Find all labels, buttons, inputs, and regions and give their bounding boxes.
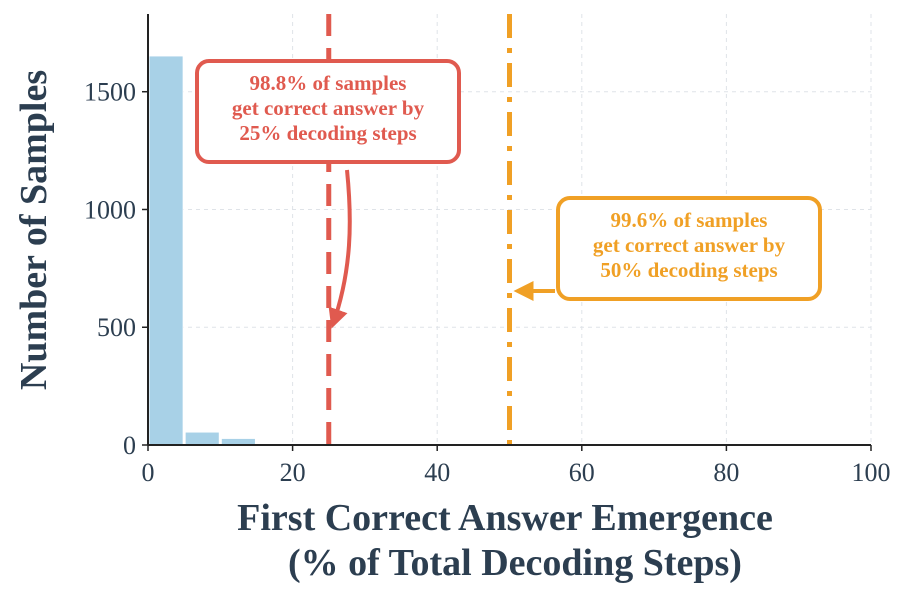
x-tick-label: 60: [569, 458, 595, 487]
annotation-text-line: 99.6% of samples: [611, 208, 768, 232]
x-tick-label: 80: [713, 458, 739, 487]
annotation-text-line: 50% decoding steps: [600, 258, 777, 282]
x-tick-label: 0: [142, 458, 155, 487]
annotation-arrow: [328, 169, 352, 329]
histogram-bar: [148, 55, 184, 446]
x-axis-title: First Correct Answer Emergence: [237, 497, 773, 539]
x-tick-label: 20: [280, 458, 306, 487]
x-axis-title-line2: (% of Total Decoding Steps): [288, 542, 742, 584]
y-tick-label: 0: [123, 431, 136, 460]
x-tick-label: 100: [852, 458, 891, 487]
x-tick-label: 40: [424, 458, 450, 487]
annotation-text-line: 98.8% of samples: [250, 71, 407, 95]
histogram-bar: [184, 431, 220, 446]
histogram-bars: [148, 55, 256, 446]
annotation-text-line: get correct answer by: [232, 96, 425, 120]
annotation-box: [556, 196, 822, 301]
y-tick-label: 1500: [84, 78, 136, 107]
y-tick-label: 1000: [84, 195, 136, 224]
y-tick-label: 500: [97, 313, 136, 342]
annotation-text-line: get correct answer by: [593, 233, 786, 257]
annotation-box: [195, 59, 461, 164]
y-axis-title: Number of Samples: [13, 70, 55, 390]
axes: [142, 14, 872, 451]
annotation-text-line: 25% decoding steps: [239, 121, 416, 145]
